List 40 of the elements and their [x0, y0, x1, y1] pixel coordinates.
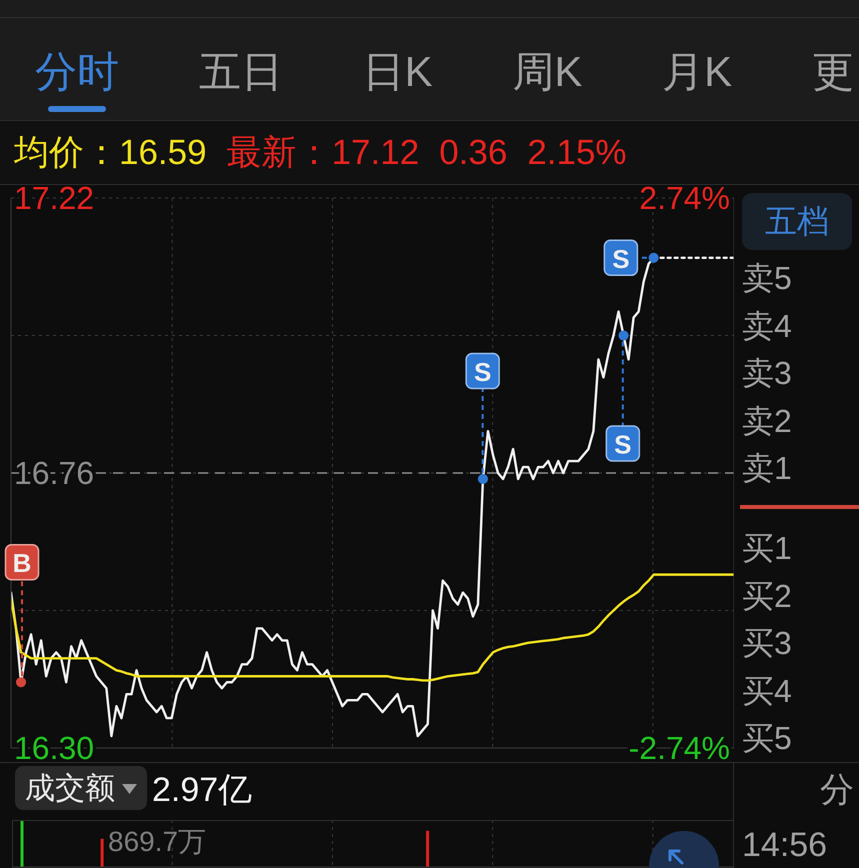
text: 2.15% — [527, 132, 627, 172]
text: 更 — [812, 48, 854, 95]
text: 月K — [662, 48, 732, 95]
data-label: B — [12, 548, 32, 578]
letter-badge: S — [465, 352, 500, 390]
text: 最新：17.12 — [226, 133, 420, 172]
text: 周K — [512, 48, 582, 95]
text: 日K — [362, 48, 433, 95]
text: 均价：16.59 — [14, 133, 207, 172]
y-tick-label: 16.30 — [14, 730, 94, 766]
chart-title: 成交额 — [25, 770, 115, 806]
letter-badge: B — [4, 544, 40, 580]
text: 买5 — [742, 720, 792, 756]
letter-badge: S — [604, 240, 638, 276]
annotation: 869.7万 — [108, 826, 206, 857]
y-tick-label: 16.76 — [14, 455, 94, 491]
y2-tick-label: 2.74% — [639, 180, 730, 216]
text: 0.36 — [439, 132, 508, 172]
data-label: S — [614, 430, 632, 460]
chart-subtitle: 2.97亿 — [152, 771, 252, 809]
text: 卖3 — [742, 355, 792, 391]
text: 买2 — [742, 578, 792, 614]
text: 卖5 — [742, 260, 792, 296]
rounded-button: 五档 — [742, 193, 852, 250]
dropdown-field: 成交额 — [15, 766, 147, 810]
y2-tick-label: -2.74% — [628, 730, 730, 766]
text: 买4 — [742, 672, 792, 708]
text: 分时 — [35, 48, 119, 95]
text: 卖2 — [742, 402, 792, 438]
text: 14:56 — [742, 826, 828, 864]
text: 买3 — [742, 625, 792, 661]
y-tick-label: 17.22 — [14, 180, 94, 216]
text: 卖4 — [742, 308, 792, 344]
data-label: S — [612, 244, 630, 274]
text: 买1 — [742, 530, 792, 566]
text: 五日 — [198, 48, 283, 95]
text: 分 — [820, 771, 854, 809]
data-label: S — [474, 356, 492, 387]
letter-badge: S — [606, 425, 640, 462]
text: 卖1 — [742, 450, 792, 486]
